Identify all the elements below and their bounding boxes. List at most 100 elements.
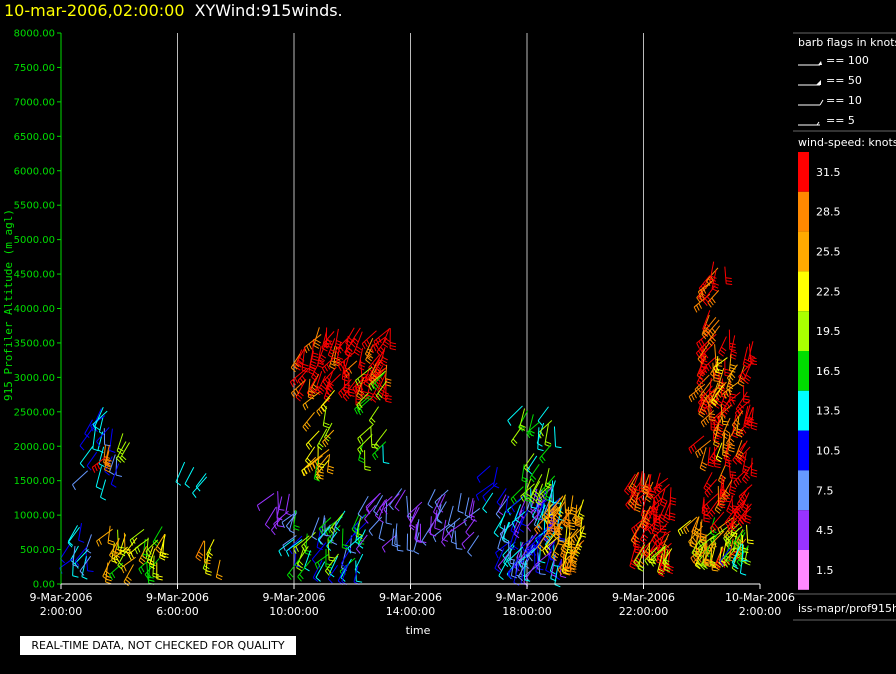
wind-barb [495, 496, 510, 515]
wind-barb [560, 531, 573, 550]
wind-barb-feather [713, 431, 719, 437]
wind-barb-feather [365, 359, 371, 364]
wind-barb-feather [744, 419, 751, 423]
wind-barb-feather [306, 392, 313, 398]
wind-barb-feather [648, 490, 656, 493]
wind-barb-feather [705, 417, 710, 424]
wind-barb-feather [713, 374, 720, 377]
wind-barb [184, 467, 195, 485]
wind-barb-feather [657, 494, 662, 501]
wind-barb-feather [545, 495, 552, 500]
wind-barb-feather [699, 371, 706, 376]
wind-barb-feather [703, 367, 708, 374]
wind-barb-feather [541, 455, 546, 462]
wind-barb [699, 447, 707, 469]
wind-barb [372, 441, 387, 456]
wind-barb-feather [309, 365, 316, 370]
wind-barb-feather [670, 497, 677, 500]
wind-barb-feather [737, 477, 742, 484]
wind-barb [433, 494, 443, 513]
wind-barb-feather [148, 579, 155, 583]
wind-barb-feather [738, 500, 744, 506]
wind-barb [538, 545, 541, 562]
wind-barb-feather [669, 518, 676, 521]
wind-barb-feather [724, 371, 731, 374]
wind-barb-feather [358, 402, 363, 409]
wind-barb [542, 518, 559, 533]
wind-barb [517, 558, 530, 577]
wind-barb [537, 420, 553, 434]
wind-barb-feather [350, 551, 357, 554]
wind-barb-feather [314, 342, 321, 347]
wind-barb-feather [116, 458, 122, 463]
wind-barb-feather [702, 506, 709, 510]
wind-barb-feather [315, 577, 321, 582]
wind-barb [553, 426, 557, 447]
barb-legend-label: == 10 [826, 94, 862, 107]
wind-barb-feather [518, 426, 524, 432]
wind-barb-feather [367, 391, 374, 396]
wind-barb-feather [715, 458, 722, 463]
wind-barb [357, 397, 372, 411]
wind-barb-feather [335, 342, 342, 347]
wind-barb-feather [85, 549, 92, 554]
wind-barb-feather [575, 533, 580, 540]
wind-barb-feather [653, 536, 658, 543]
wind-barb-feather [656, 483, 663, 487]
wind-barb-feather [708, 487, 713, 494]
wind-barb-feather [316, 546, 323, 551]
wind-barb-feather [631, 498, 637, 503]
wind-barb-feather [738, 376, 743, 382]
wind-barb-feather [104, 466, 111, 470]
wind-barb [394, 489, 406, 508]
wind-barb [297, 559, 312, 578]
wind-barb-feather [293, 390, 298, 397]
wind-barb-feather [546, 532, 552, 539]
wind-barb-feather [307, 466, 311, 473]
wind-barb-feather [304, 402, 309, 409]
wind-barb-feather [530, 511, 535, 518]
wind-barb-feather [714, 401, 721, 407]
wind-barb [406, 495, 409, 517]
wind-barb-feather [744, 562, 751, 566]
wind-barb-feather [463, 520, 467, 526]
wind-barb-feather [205, 569, 212, 573]
wind-barb-feather [320, 384, 326, 390]
wind-barb-feather [645, 498, 651, 503]
wind-barb-feather [705, 329, 710, 335]
wind-barb-feather [688, 448, 693, 454]
wind-barb [482, 482, 498, 497]
wind-barb-feather [713, 377, 720, 380]
wind-barb-feather [312, 374, 318, 379]
wind-barb-feather [743, 401, 750, 404]
wind-barb [447, 505, 454, 525]
wind-barb-feather [72, 575, 79, 578]
wind-barb-feather [96, 463, 101, 470]
wind-barb-feather [730, 474, 737, 476]
wind-barb-feather [507, 561, 512, 567]
wind-barb-feather [747, 539, 754, 542]
wind-barb-feather [743, 361, 750, 365]
wind-barb-feather [326, 363, 331, 370]
wind-barb [494, 548, 505, 569]
wind-barb [373, 429, 388, 447]
wind-barb-feather [98, 463, 105, 467]
wind-barb-feather [564, 559, 569, 566]
wind-barb-feather [94, 465, 98, 472]
wind-barb-feather [370, 398, 377, 403]
wind-barb-feather [663, 543, 670, 548]
wind-barb-feather [115, 474, 122, 477]
wind-barb-feather [370, 347, 374, 353]
wind-barb [735, 391, 748, 410]
wind-barb [525, 562, 541, 576]
wind-barb [104, 450, 110, 470]
wind-barb [383, 493, 400, 510]
wind-barb-feather [751, 424, 758, 428]
wind-barb [726, 426, 737, 444]
wind-barb-feather [553, 551, 560, 556]
wind-barb-feather [110, 552, 116, 558]
wind-barb [357, 434, 373, 450]
wind-barb-feather [555, 505, 560, 511]
wind-barb-feather [736, 431, 743, 435]
wind-barb-feather [699, 467, 706, 472]
